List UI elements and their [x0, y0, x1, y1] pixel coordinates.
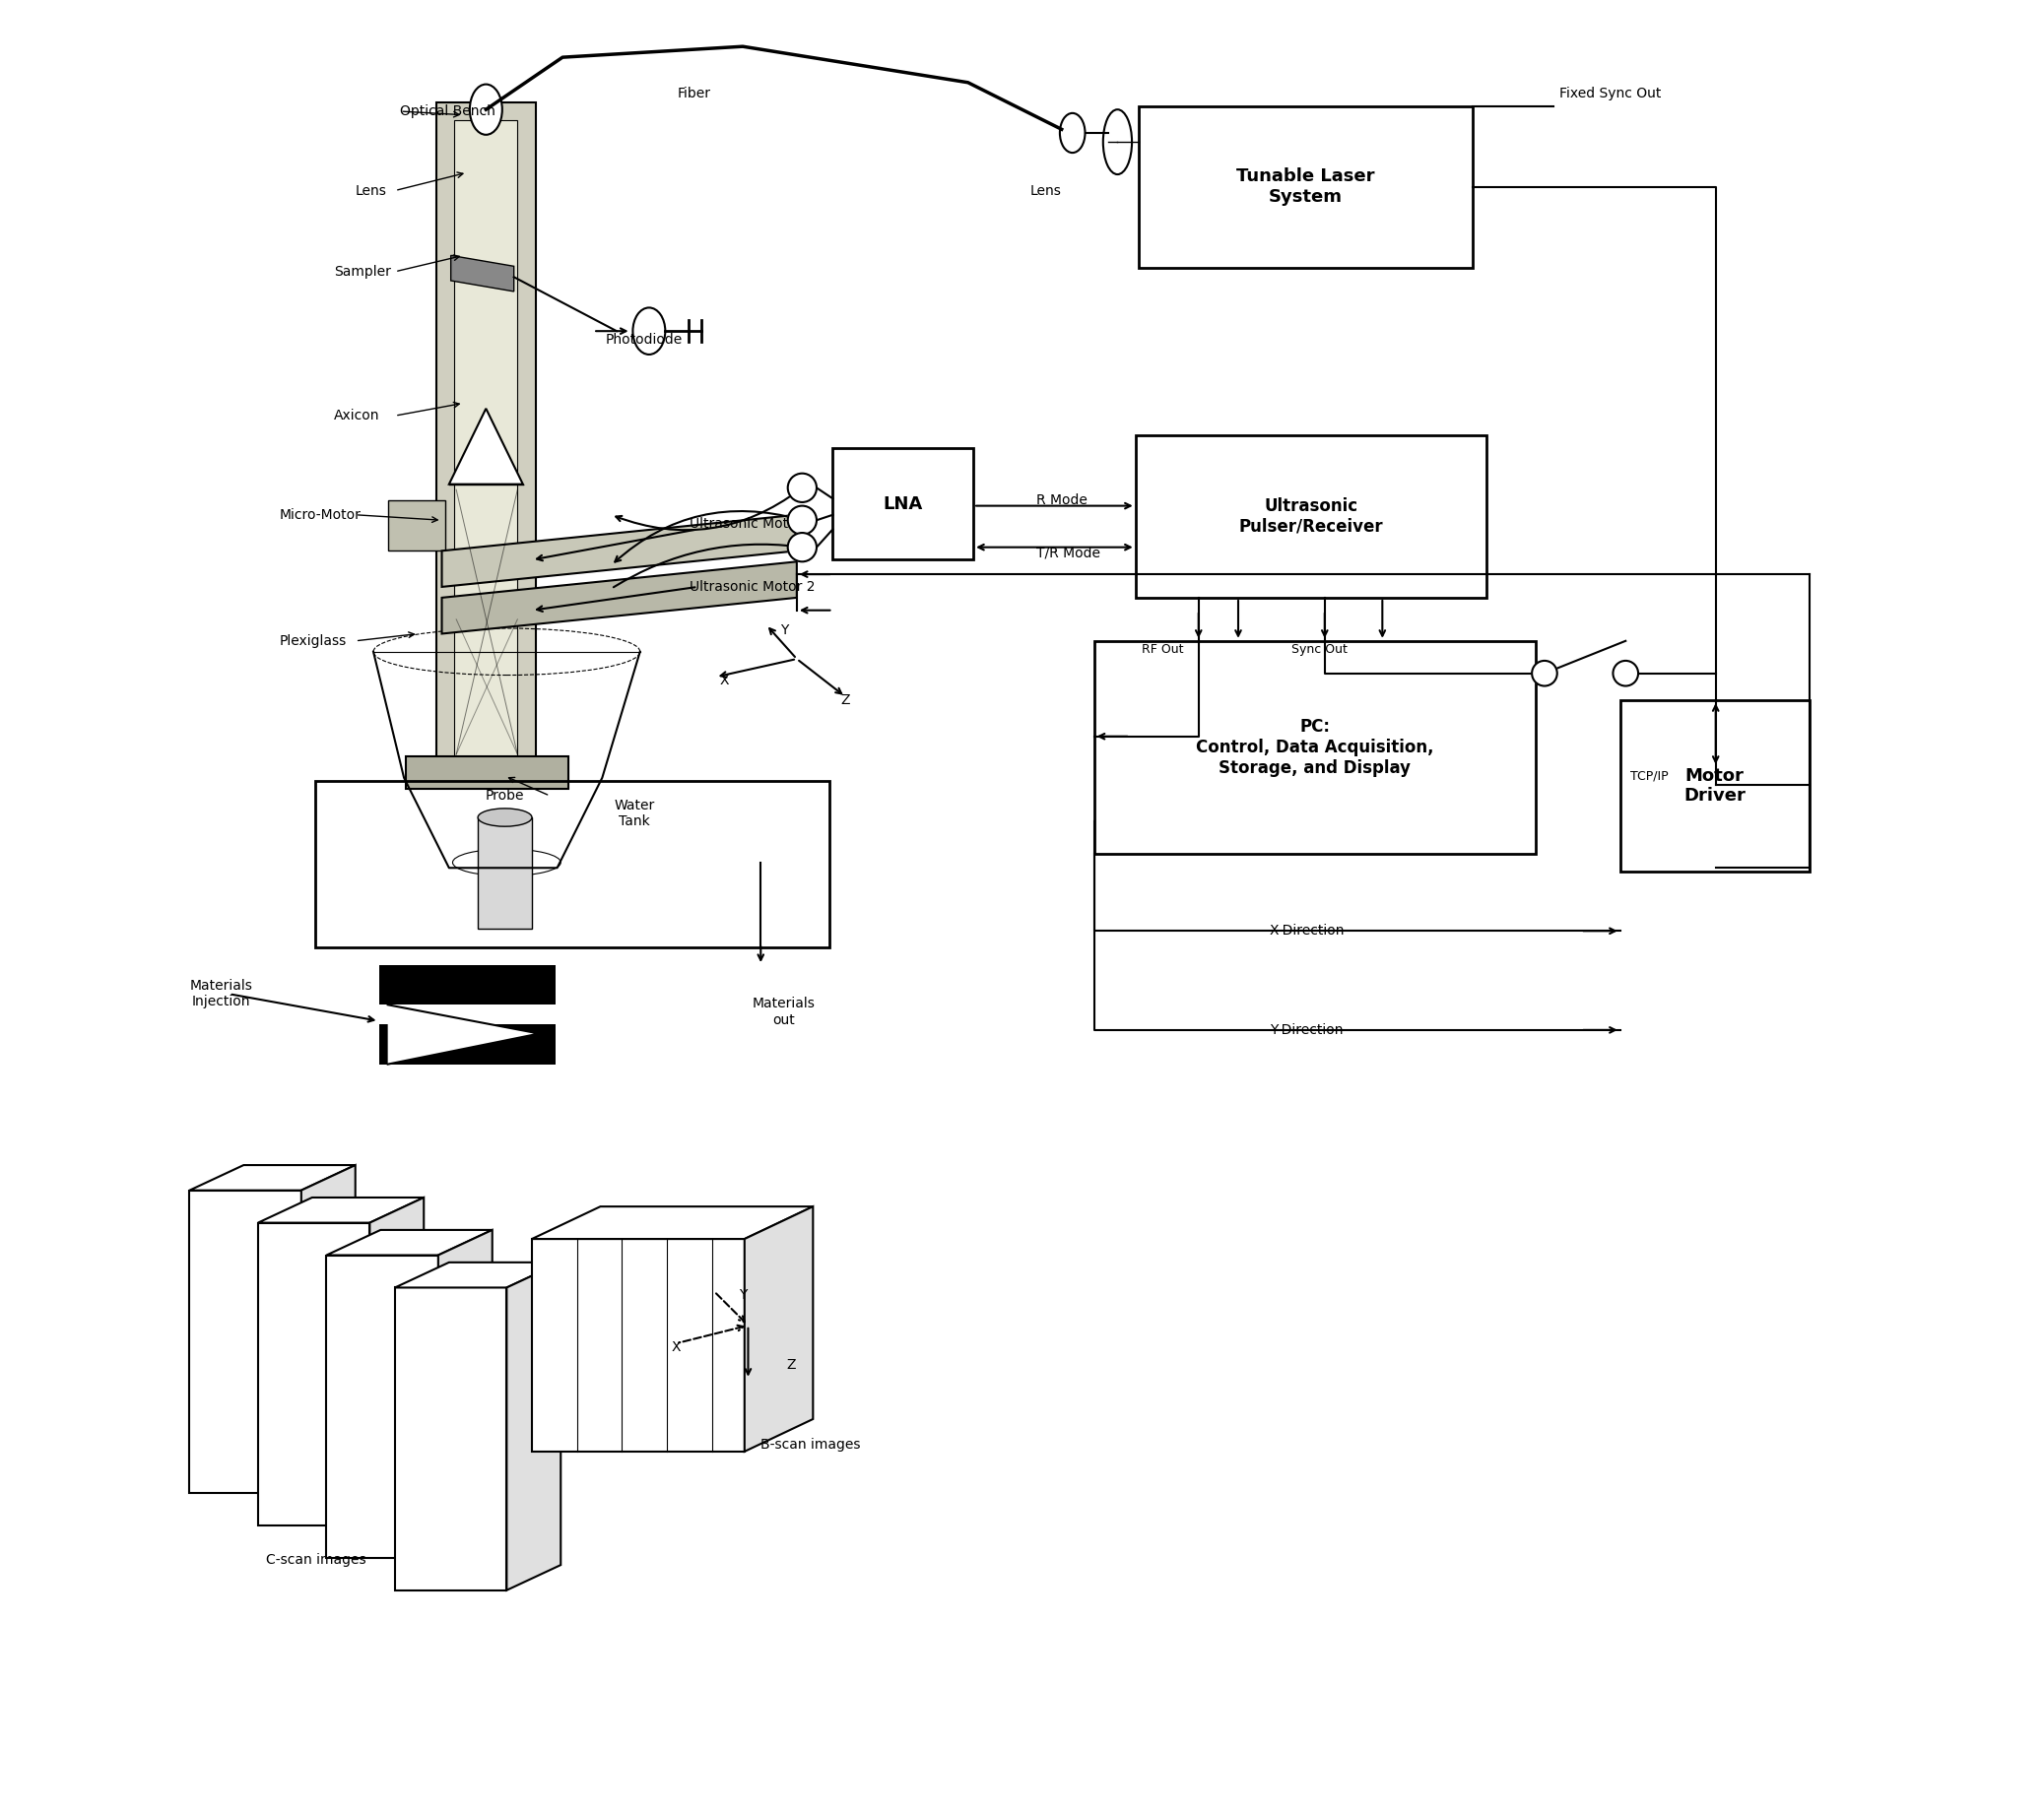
Ellipse shape	[634, 309, 664, 354]
Text: X-Direction: X-Direction	[1269, 924, 1345, 938]
FancyBboxPatch shape	[378, 1025, 556, 1064]
Text: Axicon: Axicon	[333, 408, 380, 423]
Text: Ultrasonic Motor 2: Ultrasonic Motor 2	[689, 581, 816, 594]
Text: Sync Out: Sync Out	[1292, 644, 1347, 657]
Text: LNA: LNA	[883, 495, 924, 514]
Polygon shape	[394, 1263, 560, 1287]
Polygon shape	[190, 1165, 356, 1191]
Text: Z: Z	[787, 1358, 795, 1372]
Ellipse shape	[470, 83, 503, 134]
Text: C-scan images: C-scan images	[266, 1552, 366, 1566]
FancyBboxPatch shape	[190, 1191, 300, 1494]
Text: Plexiglass: Plexiglass	[280, 633, 347, 648]
FancyBboxPatch shape	[832, 448, 973, 559]
Text: Lens: Lens	[1030, 183, 1061, 198]
Text: TCP/IP: TCP/IP	[1629, 770, 1668, 782]
Text: Tunable Laser
System: Tunable Laser System	[1237, 167, 1376, 207]
Circle shape	[787, 506, 818, 535]
Text: T/R Mode: T/R Mode	[1036, 546, 1100, 559]
Text: Y: Y	[738, 1289, 746, 1301]
Polygon shape	[507, 1263, 560, 1590]
Polygon shape	[300, 1165, 356, 1494]
Text: Z: Z	[840, 693, 850, 708]
Text: Ultrasonic
Pulser/Receiver: Ultrasonic Pulser/Receiver	[1239, 497, 1384, 535]
Text: RF Out: RF Out	[1143, 644, 1183, 657]
Ellipse shape	[1104, 109, 1132, 174]
Text: Photodiode: Photodiode	[605, 334, 683, 347]
FancyBboxPatch shape	[1139, 105, 1472, 269]
FancyBboxPatch shape	[388, 501, 446, 550]
FancyBboxPatch shape	[437, 102, 536, 779]
Text: Materials
Injection: Materials Injection	[190, 978, 253, 1009]
FancyBboxPatch shape	[531, 1240, 744, 1452]
Text: X: X	[670, 1339, 681, 1354]
Polygon shape	[450, 408, 523, 485]
Text: Water
Tank: Water Tank	[615, 799, 654, 829]
FancyBboxPatch shape	[394, 1287, 507, 1590]
Text: Optical Bench: Optical Bench	[401, 105, 497, 118]
Polygon shape	[370, 1198, 423, 1525]
Text: Y: Y	[781, 623, 789, 637]
Text: Micro-Motor: Micro-Motor	[280, 508, 362, 521]
Text: Probe: Probe	[484, 790, 525, 802]
Polygon shape	[744, 1207, 814, 1452]
FancyBboxPatch shape	[1621, 701, 1809, 871]
FancyBboxPatch shape	[407, 757, 568, 788]
Circle shape	[1613, 661, 1637, 686]
Circle shape	[1531, 661, 1558, 686]
FancyBboxPatch shape	[327, 1256, 437, 1557]
FancyBboxPatch shape	[454, 120, 517, 760]
Polygon shape	[388, 1006, 540, 1064]
Circle shape	[787, 474, 818, 503]
Polygon shape	[442, 515, 797, 586]
Text: Motor
Driver: Motor Driver	[1684, 766, 1746, 806]
Text: Lens: Lens	[356, 183, 386, 198]
Ellipse shape	[478, 808, 531, 826]
Text: B-scan images: B-scan images	[760, 1437, 861, 1452]
Polygon shape	[258, 1198, 423, 1223]
Polygon shape	[442, 561, 797, 633]
Text: R Mode: R Mode	[1036, 494, 1087, 508]
FancyBboxPatch shape	[478, 817, 531, 929]
FancyBboxPatch shape	[1094, 641, 1535, 853]
Text: Fiber: Fiber	[677, 87, 711, 100]
FancyBboxPatch shape	[258, 1223, 370, 1525]
Polygon shape	[437, 1231, 493, 1557]
Polygon shape	[452, 256, 513, 292]
Ellipse shape	[1061, 113, 1085, 152]
Circle shape	[787, 534, 818, 561]
FancyBboxPatch shape	[1136, 436, 1486, 597]
Polygon shape	[327, 1231, 493, 1256]
Text: Y-Direction: Y-Direction	[1269, 1024, 1343, 1036]
FancyBboxPatch shape	[378, 966, 556, 1006]
Text: Materials
out: Materials out	[752, 996, 816, 1027]
Text: Ultrasonic Motor 1: Ultrasonic Motor 1	[689, 517, 816, 530]
Polygon shape	[531, 1207, 814, 1240]
Text: X: X	[719, 673, 730, 688]
Text: PC:
Control, Data Acquisition,
Storage, and Display: PC: Control, Data Acquisition, Storage, …	[1196, 719, 1433, 777]
Text: Sampler: Sampler	[333, 265, 390, 278]
Text: Fixed Sync Out: Fixed Sync Out	[1560, 87, 1662, 100]
